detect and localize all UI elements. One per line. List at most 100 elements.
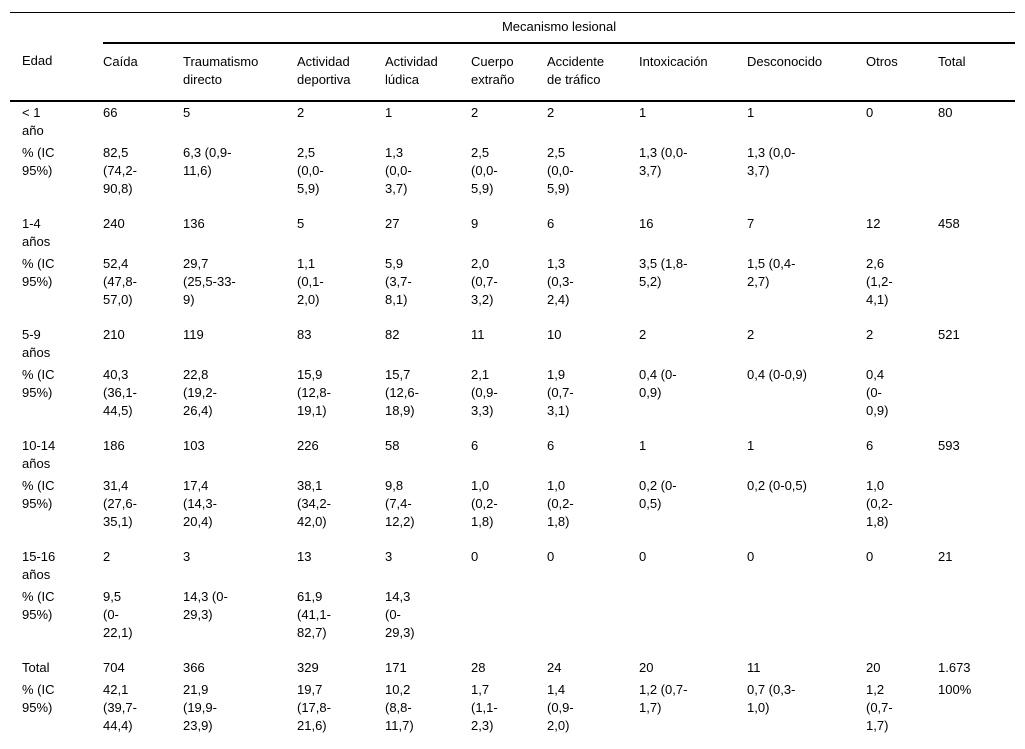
table-row-10-14-años: 10-14 años 186 103 226 58 6 6 1 1 6 593 xyxy=(10,435,1015,475)
cell-cuerpo-extraño: 0 xyxy=(471,549,479,564)
cell-total: 458 xyxy=(938,216,960,231)
cell-accidente-de-tráfico: 2,5 (0,0- 5,9) xyxy=(547,145,574,196)
cell-accidente-de-tráfico xyxy=(547,586,639,657)
table-row-ic-95: % (IC 95%) 40,3 (36,1- 44,5) 22,8 (19,2- 2… xyxy=(10,364,1015,435)
cell-desconocido: 2 xyxy=(747,327,755,342)
cell-intoxicación: 0 xyxy=(639,549,647,564)
cell-desconocido: 1,5 (0,4- 2,7) xyxy=(747,256,796,289)
cell-actividad-deportiva: 5 xyxy=(297,216,305,231)
cell-total: 100% xyxy=(938,682,972,697)
cell-otros: 6 xyxy=(866,438,874,453)
cell-intoxicación: 3,5 (1,8- 5,2) xyxy=(639,256,688,289)
cell-desconocido xyxy=(747,586,866,657)
cell-actividad-deportiva: 38,1 (34,2- 42,0) xyxy=(297,478,331,529)
column-header-intoxicación: Intoxicación xyxy=(639,43,747,102)
cell-total xyxy=(938,364,1015,435)
cell-accidente-de-tráfico: 10 xyxy=(547,327,562,342)
table-row-ic-95: % (IC 95%) 9,5 (0- 22,1) 14,3 (0- 29,3) 61,… xyxy=(10,586,1015,657)
cell-accidente-de-tráfico: 1,3 (0,3- 2,4) xyxy=(547,256,574,307)
cell-caída: 40,3 (36,1- 44,5) xyxy=(103,367,137,418)
table-row-5-9-años: 5-9 años 210 119 83 82 11 10 2 2 2 521 xyxy=(10,324,1015,364)
cell-desconocido: 1 xyxy=(747,438,755,453)
cell-caída: 210 xyxy=(103,327,125,342)
column-header-actividad-deportiva: Actividad deportiva xyxy=(297,43,385,102)
cell-actividad-deportiva: 61,9 (41,1- 82,7) xyxy=(297,589,331,640)
cell-accidente-de-tráfico: 1,4 (0,9- 2,0) xyxy=(547,682,574,733)
cell-desconocido: 1 xyxy=(747,105,755,120)
cell-intoxicación: 0,2 (0- 0,5) xyxy=(639,478,677,511)
cell-accidente-de-tráfico: 1,9 (0,7- 3,1) xyxy=(547,367,574,418)
cell-cuerpo-extraño: 9 xyxy=(471,216,479,231)
cell-cuerpo-extraño: 2,5 (0,0- 5,9) xyxy=(471,145,498,196)
cell-actividad-lúdica: 1 xyxy=(385,105,393,120)
table-row-1-año: < 1 año 66 5 2 1 2 2 1 1 0 80 xyxy=(10,101,1015,142)
cell-actividad-deportiva: 83 xyxy=(297,327,312,342)
cell-desconocido: 1,3 (0,0- 3,7) xyxy=(747,145,796,178)
cell-caída: 704 xyxy=(103,660,125,675)
cell-total: 1.673 xyxy=(938,660,971,675)
cell-cuerpo-extraño: 2,1 (0,9- 3,3) xyxy=(471,367,498,418)
cell-intoxicación: 1 xyxy=(639,105,647,120)
cell-cuerpo-extraño: 2 xyxy=(471,105,479,120)
cell-actividad-deportiva: 2 xyxy=(297,105,305,120)
cell-accidente-de-tráfico: 1,0 (0,2- 1,8) xyxy=(547,478,574,529)
cell-cuerpo-extraño: 11 xyxy=(471,327,485,342)
paper-table-page: Mecanismo lesional Edad Caída Traumatismo … xyxy=(0,12,1025,749)
row-label: 5-9 años xyxy=(22,327,51,360)
cell-traumatismo-directo: 119 xyxy=(183,327,204,342)
cell-total: 80 xyxy=(938,105,953,120)
cell-cuerpo-extraño: 1,7 (1,1- 2,3) xyxy=(471,682,498,733)
cell-actividad-lúdica: 171 xyxy=(385,660,407,675)
cell-caída: 66 xyxy=(103,105,118,120)
cell-actividad-deportiva: 329 xyxy=(297,660,319,675)
column-header-edad: Edad xyxy=(10,43,103,102)
cell-otros: 20 xyxy=(866,660,881,675)
row-label: % (IC 95%) xyxy=(22,589,55,622)
cell-otros: 0 xyxy=(866,105,874,120)
cell-otros: 12 xyxy=(866,216,881,231)
cell-otros: 0,4 (0- 0,9) xyxy=(866,367,889,418)
cell-traumatismo-directo: 29,7 (25,5-33- 9) xyxy=(183,256,236,307)
cell-caída: 31,4 (27,6- 35,1) xyxy=(103,478,137,529)
cell-cuerpo-extraño: 2,0 (0,7- 3,2) xyxy=(471,256,498,307)
cell-desconocido: 0,2 (0-0,5) xyxy=(747,478,807,493)
row-label: % (IC 95%) xyxy=(22,145,55,178)
table-row-ic-95: % (IC 95%) 42,1 (39,7- 44,4) 21,9 (19,9- 2… xyxy=(10,679,1015,749)
column-header-row: Edad Caída Traumatismo directo Actividad de… xyxy=(10,43,1016,102)
cell-total: 593 xyxy=(938,438,960,453)
row-label: % (IC 95%) xyxy=(22,478,55,511)
cell-cuerpo-extraño: 1,0 (0,2- 1,8) xyxy=(471,478,498,529)
column-header-otros: Otros xyxy=(866,43,938,102)
cell-intoxicación: 20 xyxy=(639,660,654,675)
cell-accidente-de-tráfico: 24 xyxy=(547,660,562,675)
column-header-actividad-lúdica: Actividad lúdica xyxy=(385,43,471,102)
cell-desconocido: 11 xyxy=(747,660,761,675)
cell-caída: 9,5 (0- 22,1) xyxy=(103,589,133,640)
cell-otros: 2 xyxy=(866,327,874,342)
cell-actividad-deportiva: 13 xyxy=(297,549,312,564)
cell-desconocido: 0,7 (0,3- 1,0) xyxy=(747,682,796,715)
cell-desconocido: 0,4 (0-0,9) xyxy=(747,367,807,382)
cell-traumatismo-directo: 14,3 (0- 29,3) xyxy=(183,589,228,622)
cell-otros xyxy=(866,586,938,657)
cell-accidente-de-tráfico: 0 xyxy=(547,549,555,564)
row-label: 15-16 años xyxy=(22,549,56,582)
cell-desconocido: 0 xyxy=(747,549,755,564)
cell-cuerpo-extraño xyxy=(471,586,547,657)
column-header-caída: Caída xyxy=(103,43,183,102)
cell-actividad-lúdica: 82 xyxy=(385,327,400,342)
cell-traumatismo-directo: 21,9 (19,9- 23,9) xyxy=(183,682,217,733)
cell-traumatismo-directo: 3 xyxy=(183,549,191,564)
row-label: 10-14 años xyxy=(22,438,56,471)
cell-actividad-deportiva: 226 xyxy=(297,438,319,453)
row-label: Total xyxy=(22,660,50,675)
spanner-spacer xyxy=(10,13,103,44)
column-header-accidente-de-tráfico: Accidente de tráfico xyxy=(547,43,639,102)
cell-traumatismo-directo: 103 xyxy=(183,438,205,453)
column-header-desconocido: Desconocido xyxy=(747,43,866,102)
cell-desconocido: 7 xyxy=(747,216,755,231)
cell-accidente-de-tráfico: 6 xyxy=(547,438,555,453)
row-label: < 1 año xyxy=(22,105,44,138)
cell-traumatismo-directo: 22,8 (19,2- 26,4) xyxy=(183,367,217,418)
row-label: 1-4 años xyxy=(22,216,51,249)
